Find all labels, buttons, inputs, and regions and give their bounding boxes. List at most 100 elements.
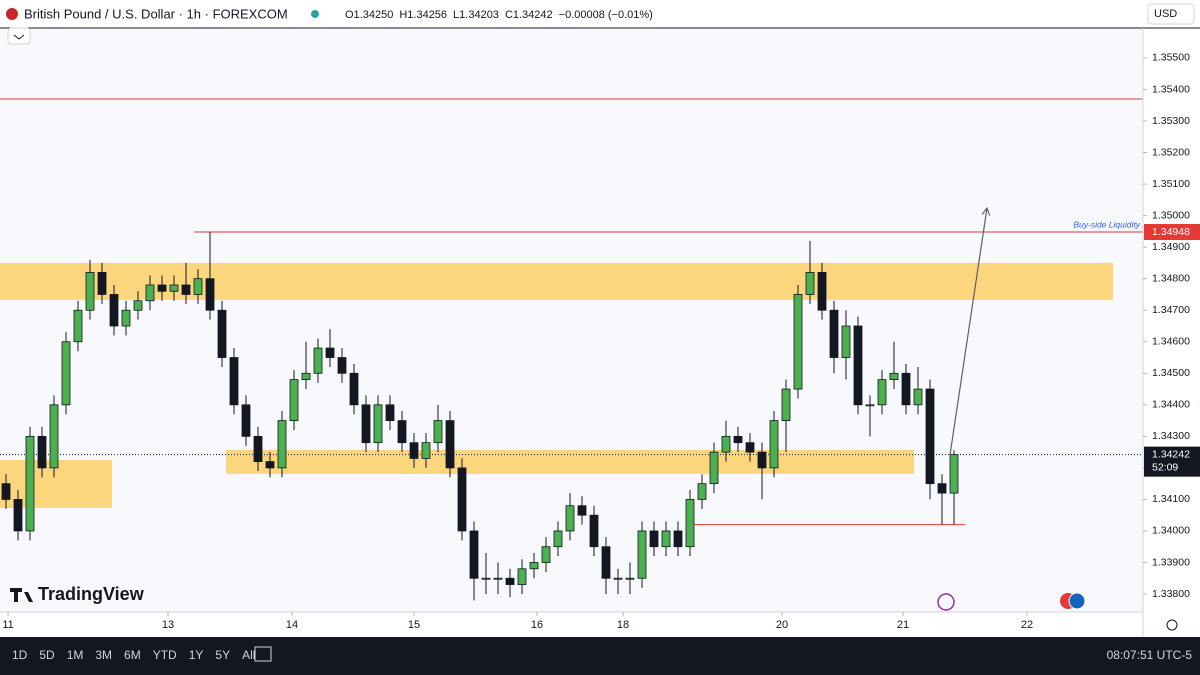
x-tick-label: 16: [531, 619, 543, 631]
y-tick-label: 1.34100: [1152, 493, 1190, 505]
range-button[interactable]: All: [242, 648, 255, 662]
candle-body: [625, 577, 635, 580]
candle-body: [289, 379, 299, 421]
candle-body: [841, 325, 851, 358]
candle-body: [433, 420, 443, 444]
candle-body: [301, 372, 311, 380]
candle-body: [49, 404, 59, 469]
candle-body: [457, 467, 467, 532]
candle-body: [649, 530, 659, 548]
candle-body: [325, 347, 335, 358]
candle-body: [793, 294, 803, 390]
y-tick-label: 1.35200: [1152, 146, 1190, 158]
chevron: [13, 34, 25, 40]
date-range-icon[interactable]: [254, 646, 272, 662]
ohlc-value: −0.00008 (−0.01%): [559, 9, 653, 21]
candle-body: [397, 420, 407, 444]
ohlc-value: L1.34203: [453, 9, 499, 21]
candle-body: [253, 435, 263, 462]
candle-body: [97, 271, 107, 295]
range-button[interactable]: 1M: [67, 648, 84, 662]
price-label: 1.34948: [1152, 226, 1190, 238]
candle-body: [925, 388, 935, 485]
candle-body: [757, 451, 767, 469]
logo: TradingView: [38, 584, 145, 604]
event-icon[interactable]: [937, 593, 955, 611]
currency[interactable]: USD: [1154, 8, 1177, 20]
y-tick-label: 1.34500: [1152, 367, 1190, 379]
price-label: 1.34242: [1152, 448, 1190, 460]
symbol-title[interactable]: British Pound / U.S. Dollar · 1h · FOREX…: [24, 6, 288, 21]
candle-body: [1, 483, 11, 500]
candle-body: [229, 357, 239, 406]
range-button[interactable]: 5D: [39, 648, 55, 662]
candle-body: [421, 442, 431, 459]
range-button[interactable]: 6M: [124, 648, 141, 662]
settings-icon[interactable]: [1166, 619, 1178, 631]
range-button[interactable]: 5Y: [215, 648, 230, 662]
candle-body: [409, 442, 419, 459]
x-tick-label: 11: [2, 619, 13, 631]
logo-mark: [10, 588, 33, 602]
candle-body: [769, 420, 779, 469]
x-tick-label: 14: [286, 619, 298, 631]
candle-body: [949, 454, 959, 494]
countdown: 52:09: [1152, 461, 1178, 473]
x-tick-label: 22: [1021, 619, 1033, 631]
candle-body: [25, 435, 35, 532]
candle-body: [61, 341, 71, 406]
candle-body: [661, 530, 671, 548]
ohlc-value: C1.34242: [505, 9, 553, 21]
x-tick-label: 20: [776, 619, 788, 631]
x-tick-label: 21: [897, 619, 909, 631]
collapse-button[interactable]: [7, 27, 31, 45]
candle-body: [145, 284, 155, 302]
candle-body: [601, 546, 611, 579]
candle-body: [337, 357, 347, 374]
range-button[interactable]: 1Y: [189, 648, 204, 662]
candle-body: [313, 347, 323, 374]
currency-box[interactable]: [1147, 3, 1195, 25]
range-button[interactable]: 3M: [95, 648, 112, 662]
candle-body: [877, 379, 887, 406]
candle-body: [241, 404, 251, 437]
y-tick-label: 1.34300: [1152, 430, 1190, 442]
y-tick-label: 1.34700: [1152, 304, 1190, 316]
candle-body: [445, 420, 455, 469]
candle-body: [829, 309, 839, 358]
candle-body: [373, 404, 383, 444]
market-status: [311, 10, 319, 18]
y-tick-label: 1.35100: [1152, 178, 1190, 190]
y-tick-label: 1.34000: [1152, 525, 1190, 537]
price-label-box: [1144, 446, 1200, 477]
ohlc-value: O1.34250: [345, 9, 393, 21]
price-label-box: [1144, 224, 1200, 241]
candle-body: [805, 271, 815, 295]
y-tick-label: 1.34900: [1152, 241, 1190, 253]
candle-body: [697, 483, 707, 500]
x-tick-label: 15: [408, 619, 420, 631]
candle-body: [85, 271, 95, 311]
y-tick-label: 1.35000: [1152, 209, 1190, 221]
candle-body: [493, 577, 503, 580]
candle-body: [217, 309, 227, 358]
candle-body: [553, 530, 563, 548]
candle-body: [613, 577, 623, 580]
candle-body: [937, 483, 947, 494]
candle-body: [913, 388, 923, 406]
bottom-toolbar: [0, 637, 1200, 675]
clock: 08:07:51 UTC-5: [1107, 648, 1193, 662]
range-button[interactable]: YTD: [153, 648, 177, 662]
candle-body: [265, 461, 275, 469]
candle-body: [277, 420, 287, 469]
candle-body: [853, 325, 863, 406]
candle-body: [169, 284, 179, 292]
candle-body: [13, 499, 23, 532]
y-tick-label: 1.35400: [1152, 83, 1190, 95]
range-button[interactable]: 1D: [12, 648, 28, 662]
x-tick-label: 18: [617, 619, 629, 631]
candle-body: [709, 451, 719, 485]
projection-arrow: [949, 207, 988, 455]
flag-icon[interactable]: [1068, 592, 1086, 610]
